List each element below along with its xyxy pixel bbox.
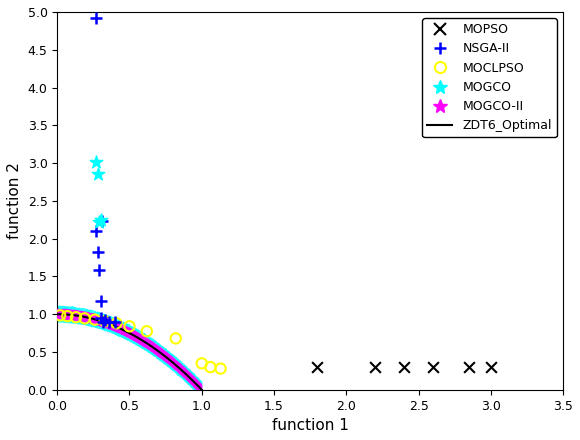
Point <box>99 318 108 325</box>
X-axis label: function 1: function 1 <box>272 418 349 433</box>
Point <box>206 363 215 370</box>
Point <box>63 312 72 319</box>
Y-axis label: function 2: function 2 <box>7 162 22 239</box>
Point <box>171 335 180 342</box>
Point <box>400 363 409 370</box>
Point <box>110 318 119 325</box>
Point <box>90 316 99 323</box>
Point <box>92 15 101 22</box>
Point <box>96 216 105 223</box>
Point <box>125 323 134 330</box>
Point <box>112 320 121 327</box>
Point <box>197 360 206 367</box>
Point <box>71 314 81 321</box>
Point <box>95 267 104 274</box>
Point <box>465 363 474 370</box>
Point <box>97 218 107 225</box>
Point <box>93 171 102 178</box>
Point <box>313 363 322 370</box>
Point <box>80 315 89 322</box>
Point <box>104 318 114 325</box>
Point <box>429 363 438 370</box>
Point <box>96 297 105 304</box>
Point <box>92 227 101 235</box>
Point <box>142 328 151 335</box>
Legend: MOPSO, NSGA-II, MOCLPSO, MOGCO, MOGCO-II, ZDT6_Optimal: MOPSO, NSGA-II, MOCLPSO, MOGCO, MOGCO-II… <box>422 18 557 137</box>
Point <box>96 315 105 322</box>
Point <box>100 317 110 324</box>
Point <box>216 365 225 372</box>
Point <box>100 318 110 325</box>
Point <box>92 158 101 165</box>
Point <box>486 363 495 370</box>
Point <box>95 219 104 226</box>
Point <box>56 312 65 319</box>
Point <box>371 363 380 370</box>
Point <box>93 249 102 256</box>
